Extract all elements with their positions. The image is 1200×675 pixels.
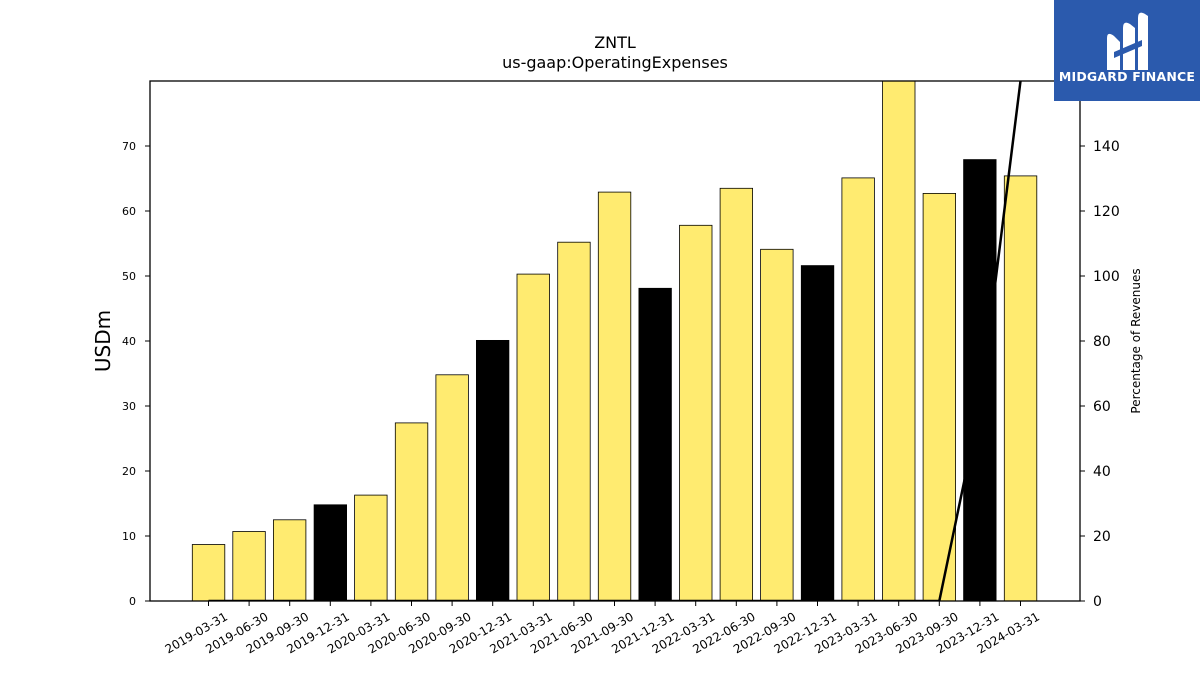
y2-tick-label: 40 (1093, 464, 1111, 480)
bar-2023-03-31 (841, 177, 875, 602)
bar-2019-09-30 (272, 519, 307, 602)
y-axis-left: 0 10 20 30 40 50 60 70 (122, 140, 150, 608)
y2-tick-label: 20 (1093, 529, 1111, 545)
bar-2021-06-30 (557, 241, 591, 602)
y-tick-label: 50 (122, 270, 136, 283)
chart-title: ZNTL (594, 33, 636, 52)
y2-tick-label: 140 (1093, 139, 1120, 155)
y2-tick-label: 60 (1093, 399, 1111, 415)
y-tick-label: 20 (122, 465, 136, 478)
bar-2019-03-31 (191, 544, 226, 602)
logo-text: MIDGARD FINANCE (1058, 69, 1196, 84)
bar-2019-12-31 (313, 504, 348, 602)
bar-2021-09-30 (597, 191, 632, 602)
y2-tick-label: 80 (1093, 334, 1111, 350)
bar-2019-06-30 (232, 531, 266, 602)
bar-2023-09-30 (922, 192, 956, 602)
x-axis: 2019-03-312019-06-302019-09-302019-12-31… (163, 601, 1042, 656)
bar-2022-12-31 (800, 265, 835, 602)
y2-tick-label: 100 (1093, 269, 1120, 285)
bar-2022-06-30 (719, 187, 753, 602)
chart-subtitle: us-gaap:OperatingExpenses (502, 53, 728, 72)
bar-2023-06-30 (882, 80, 916, 602)
y-tick-label: 30 (122, 400, 136, 413)
y2-tick-label: 120 (1093, 204, 1120, 220)
bar-2023-12-31 (963, 159, 997, 602)
bar-2021-12-31 (638, 287, 672, 602)
y2-axis-label: Percentage of Revenues (1129, 268, 1143, 413)
bars-group (191, 80, 1038, 602)
bar-2021-03-31 (516, 273, 550, 602)
logo-mark-icon (1107, 12, 1148, 71)
bar-2020-12-31 (475, 339, 510, 602)
y-tick-label: 70 (122, 140, 136, 153)
bar-2020-03-31 (354, 494, 388, 602)
y2-tick-label: 0 (1093, 594, 1102, 610)
midgard-finance-logo: MIDGARD FINANCE (1054, 0, 1200, 101)
bar-2022-03-31 (679, 224, 713, 602)
y-tick-label: 10 (122, 530, 136, 543)
bar-2022-09-30 (760, 248, 794, 602)
bar-2020-06-30 (394, 422, 429, 602)
bar-2024-03-31 (1003, 175, 1038, 602)
y-tick-label: 0 (129, 595, 136, 608)
y-tick-label: 40 (122, 335, 136, 348)
y-axis-label: USDm (91, 310, 115, 372)
y-axis-right: 0 20 40 60 80 100 120 140 (1080, 139, 1120, 610)
bar-2020-09-30 (435, 374, 469, 602)
y-tick-label: 60 (122, 205, 136, 218)
